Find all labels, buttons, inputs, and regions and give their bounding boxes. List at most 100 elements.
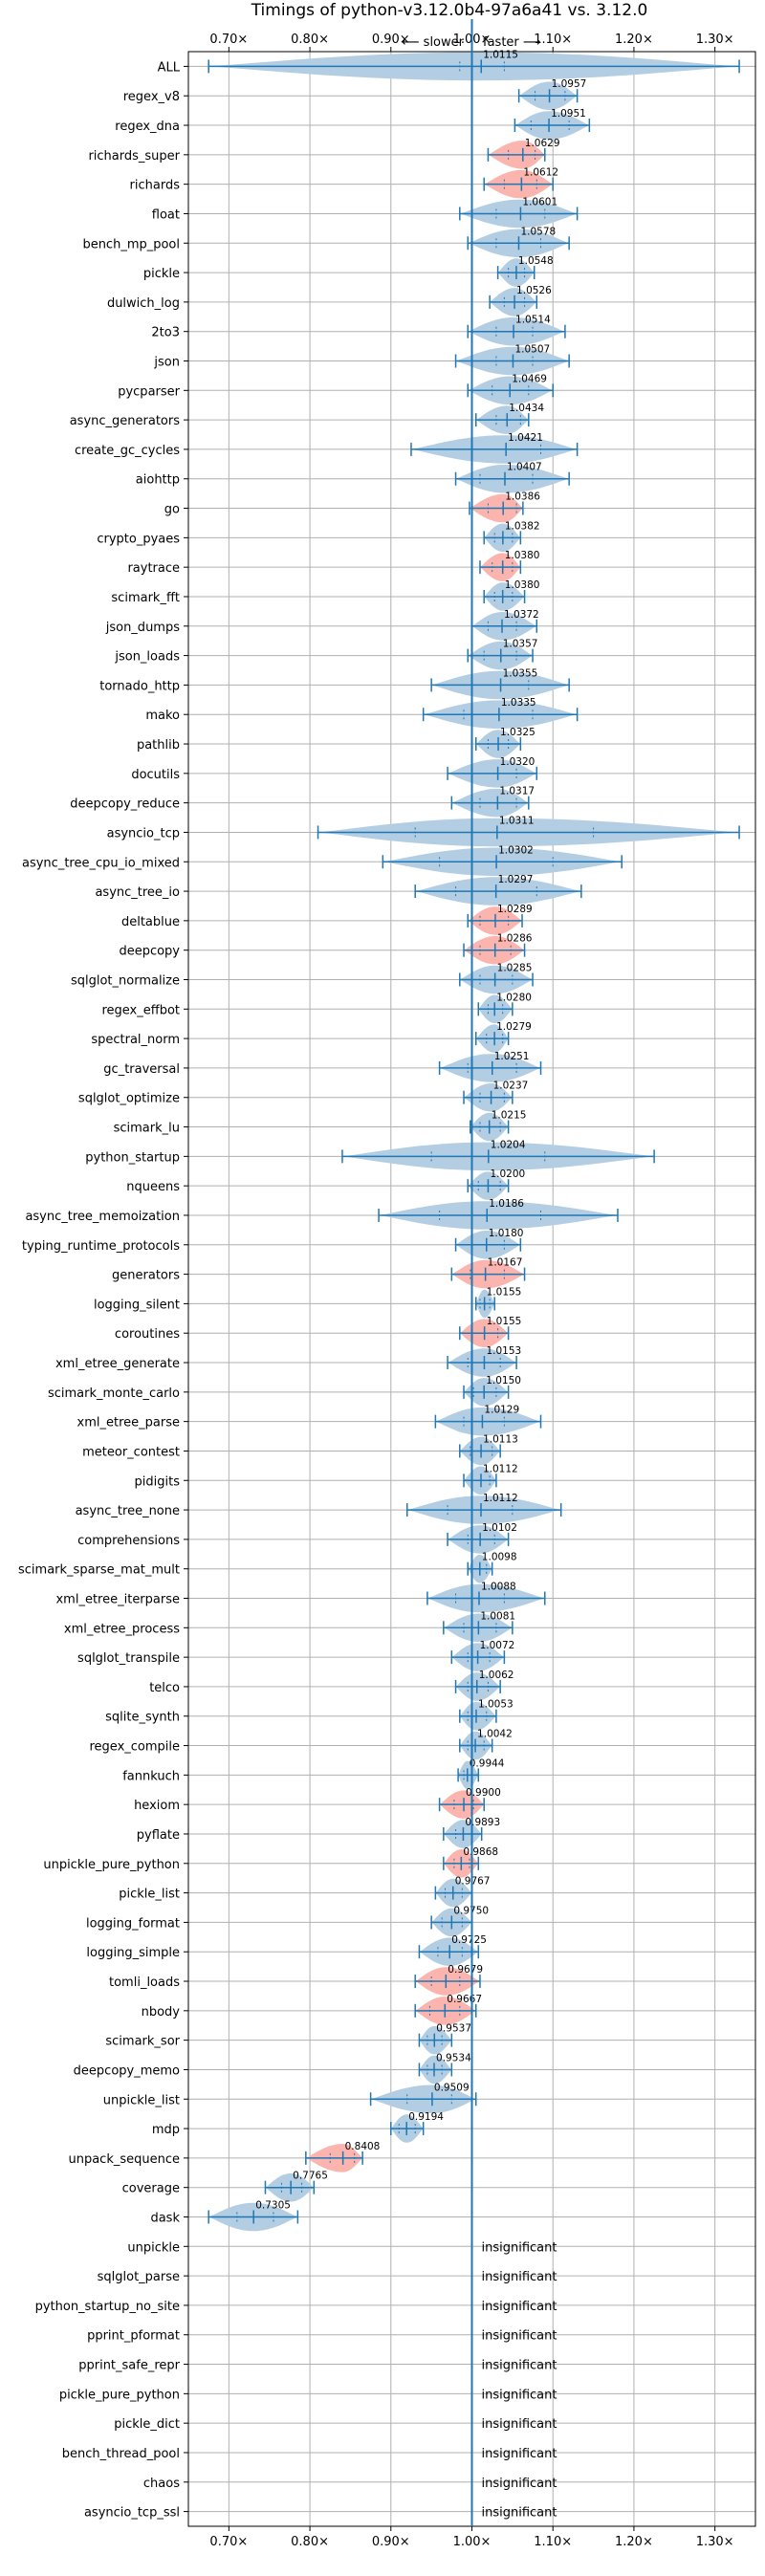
benchmark-name-label: pycparser [118, 384, 180, 399]
value-label: 1.0167 [488, 1257, 523, 1269]
insignificant-label: insignificant [482, 2329, 557, 2344]
insignificant-label: insignificant [482, 2359, 557, 2373]
benchmark-name-label: pprint_pformat [87, 2329, 180, 2344]
benchmark-name-label: docutils [131, 768, 180, 782]
benchmark-name-label: pickle_list [119, 1888, 180, 1902]
benchmark-name-label: nbody [142, 2005, 181, 2019]
benchmark-name-label: logging_format [86, 1916, 180, 1931]
benchmark-name-label: pidigits [135, 1474, 181, 1489]
value-label: 1.0407 [507, 462, 542, 473]
value-label: 1.0421 [508, 432, 543, 444]
value-label: 1.0113 [483, 1433, 518, 1445]
value-label: 0.9509 [434, 2082, 470, 2093]
slower-direction-label: ⟵ slower [402, 35, 465, 50]
value-label: 0.9537 [436, 2023, 471, 2035]
benchmark-name-label: tornado_http [99, 679, 180, 693]
benchmark-name-label: sqlglot_transpile [77, 1651, 180, 1666]
benchmark-name-label: tomli_loads [109, 1976, 180, 1990]
value-label: 1.0042 [477, 1729, 513, 1740]
chart-title: Timings of python-v3.12.0b4-97a6a41 vs. … [251, 1, 648, 20]
value-label: 1.0286 [497, 933, 533, 945]
value-label: 1.0200 [490, 1168, 525, 1180]
value-label: 1.0112 [483, 1463, 518, 1474]
value-label: 1.0302 [498, 844, 534, 856]
value-label: 1.0053 [478, 1699, 514, 1711]
value-label: 1.0251 [494, 1051, 530, 1062]
value-label: 1.0601 [522, 196, 557, 207]
value-label: 1.0155 [487, 1286, 522, 1298]
benchmark-name-label: logging_simple [86, 1946, 180, 1960]
benchmark-name-label: go [164, 503, 180, 517]
insignificant-label: insignificant [482, 2270, 557, 2284]
value-label: 1.0957 [552, 78, 587, 90]
value-label: 0.7305 [255, 2200, 291, 2212]
benchmark-name-label: comprehensions [77, 1534, 180, 1548]
value-label: 1.0335 [501, 697, 536, 709]
benchmark-name-label: async_tree_io [95, 885, 180, 900]
value-label: 0.9667 [447, 1994, 482, 2005]
benchmark-name-label: unpickle_list [103, 2093, 180, 2107]
violin-marks [208, 52, 740, 2232]
benchmark-name-label: async_tree_memoization [25, 1210, 180, 1224]
x-tick-label-bottom: 1.10× [534, 2535, 572, 2549]
value-label: 1.0386 [505, 491, 540, 503]
benchmark-name-label: xml_etree_parse [77, 1416, 180, 1430]
value-label: 1.0112 [483, 1493, 518, 1504]
value-label: 1.0514 [515, 315, 551, 326]
benchmark-name-label: richards_super [88, 149, 180, 164]
benchmark-name-label: async_tree_none [76, 1504, 180, 1518]
benchmark-name-label: pathlib [137, 738, 180, 753]
benchmark-name-label: deltablue [121, 915, 180, 929]
benchmark-name-label: coverage [122, 2182, 180, 2196]
x-tick-label-top: 1.30× [696, 33, 734, 47]
value-label: 1.0526 [516, 285, 552, 296]
value-label: 1.0355 [503, 667, 538, 679]
benchmark-name-label: scimark_sparse_mat_mult [18, 1563, 180, 1578]
value-label: 0.9900 [466, 1787, 501, 1799]
benchmark-name-label: json_dumps [105, 621, 180, 635]
benchmark-name-label: sqlite_synth [105, 1711, 180, 1725]
value-label: 1.0951 [551, 108, 586, 120]
value-label: 1.0098 [482, 1552, 517, 1563]
value-label: 1.0289 [497, 904, 533, 915]
benchmark-name-label: xml_etree_iterparse [55, 1593, 180, 1607]
value-label: 1.0279 [496, 1021, 532, 1033]
value-label: 0.9868 [463, 1846, 498, 1858]
benchmark-name-label: hexiom [134, 1799, 180, 1813]
benchmark-name-label: nqueens [126, 1180, 180, 1194]
value-label: 1.0204 [491, 1139, 526, 1150]
benchmark-name-label: meteor_contest [82, 1445, 180, 1459]
benchmark-labels: 0.70×0.70×0.80×0.80×0.90×0.90×1.00×1.00×… [18, 33, 734, 2549]
insignificant-label: insignificant [482, 2388, 557, 2402]
benchmark-name-label: pprint_safe_repr [78, 2359, 180, 2373]
benchmark-name-label: chaos [143, 2477, 180, 2491]
benchmark-name-label: pyflate [137, 1828, 180, 1843]
value-label: 1.0297 [498, 874, 534, 885]
x-tick-label-top: 0.80× [291, 33, 329, 47]
value-label: 1.0153 [486, 1345, 521, 1357]
benchmark-name-label: dask [150, 2212, 180, 2226]
value-label: 1.0382 [505, 520, 540, 532]
benchmark-name-label: regex_effbot [101, 1003, 180, 1017]
benchmark-name-label: spectral_norm [91, 1033, 180, 1047]
benchmark-name-label: unpickle [127, 2240, 180, 2255]
insignificant-label: insignificant [482, 2506, 557, 2521]
benchmark-name-label: json [153, 356, 180, 370]
faster-direction-label: faster ⟶ [483, 35, 541, 50]
insignificant-label: insignificant [482, 2417, 557, 2432]
benchmark-name-label: generators [112, 1269, 180, 1283]
x-tick-label-top: 1.10× [534, 33, 572, 47]
benchmark-name-label: deepcopy_memo [74, 2063, 180, 2078]
benchmark-name-label: coroutines [115, 1327, 180, 1342]
value-label: 0.9194 [408, 2111, 444, 2123]
benchmark-name-label: deepcopy_reduce [70, 797, 180, 812]
benchmark-name-label: json_loads [114, 650, 180, 665]
benchmark-name-label: 2to3 [151, 326, 180, 340]
value-label: 1.0186 [489, 1198, 524, 1210]
insignificant-label: insignificant [482, 2477, 557, 2491]
value-label: 1.0150 [486, 1375, 521, 1386]
value-label: 1.0237 [493, 1081, 529, 1092]
benchmark-name-label: typing_runtime_protocols [22, 1239, 180, 1254]
benchmark-name-label: float [152, 207, 180, 222]
